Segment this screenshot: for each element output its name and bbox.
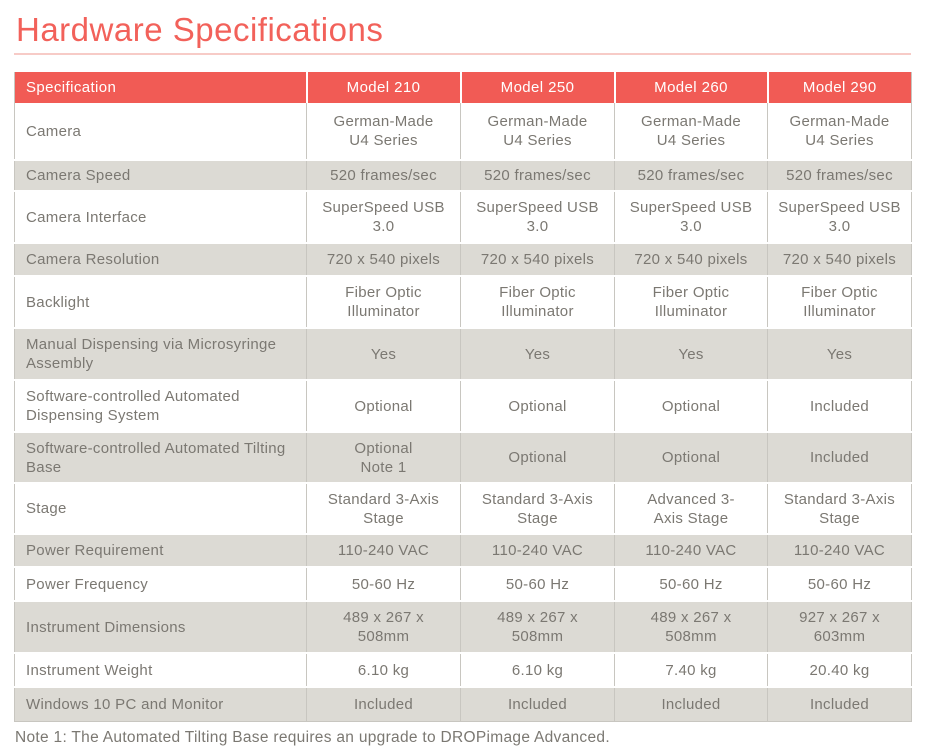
cell-model-210: Yes — [306, 327, 461, 380]
row-label: Camera Resolution — [14, 242, 307, 276]
cell-model-290: SuperSpeed USB 3.0 — [767, 190, 912, 243]
row-label: Camera Speed — [14, 159, 307, 191]
cell-model-260: Advanced 3- Axis Stage — [614, 482, 768, 534]
table-row-camera-interface: Camera Interface SuperSpeed USB 3.0 Supe… — [14, 190, 912, 243]
table-row-windows-pc: Windows 10 PC and Monitor Included Inclu… — [14, 686, 912, 721]
cell-model-290: Yes — [767, 327, 912, 380]
cell-model-260: Optional — [614, 431, 768, 483]
table-row-instrument-dimensions: Instrument Dimensions 489 x 267 x 508mm … — [14, 600, 912, 653]
cell-model-250: Standard 3-Axis Stage — [460, 482, 615, 534]
cell-model-250: Fiber Optic Illuminator — [460, 275, 615, 328]
cell-model-290: German-Made U4 Series — [767, 103, 912, 160]
table-row-stage: Stage Standard 3-Axis Stage Standard 3-A… — [14, 482, 912, 534]
cell-model-260: 110-240 VAC — [614, 533, 768, 567]
table-row-automated-tilting-base: Software-controlled Automated Tilting Ba… — [14, 431, 912, 483]
cell-model-260: SuperSpeed USB 3.0 — [614, 190, 768, 243]
row-label: Power Frequency — [14, 566, 307, 601]
hardware-specifications-table: Specification Model 210 Model 250 Model … — [14, 72, 912, 722]
column-header-model-210: Model 210 — [305, 72, 461, 103]
table-row-power-requirement: Power Requirement 110-240 VAC 110-240 VA… — [14, 533, 912, 567]
cell-model-250: 6.10 kg — [460, 652, 615, 687]
cell-model-250: Included — [460, 686, 615, 721]
cell-model-210: 110-240 VAC — [306, 533, 461, 567]
cell-model-210: 50-60 Hz — [306, 566, 461, 601]
table-row-camera: Camera German-Made U4 Series German-Made… — [14, 103, 912, 160]
cell-model-290: Included — [767, 686, 912, 721]
cell-model-250: 50-60 Hz — [460, 566, 615, 601]
row-label: Software-controlled Automated Dispensing… — [14, 379, 307, 432]
cell-model-260: Included — [614, 686, 768, 721]
footnote: Note 1: The Automated Tilting Base requi… — [15, 728, 610, 746]
cell-model-250: 720 x 540 pixels — [460, 242, 615, 276]
table-row-power-frequency: Power Frequency 50-60 Hz 50-60 Hz 50-60 … — [14, 566, 912, 601]
cell-model-290: Included — [767, 379, 912, 432]
column-header-model-290: Model 290 — [766, 72, 912, 103]
cell-model-210: Included — [306, 686, 461, 721]
table-row-automated-dispensing-system: Software-controlled Automated Dispensing… — [14, 379, 912, 432]
table-row-manual-dispensing: Manual Dispensing via Microsyringe Assem… — [14, 327, 912, 380]
cell-model-290: Fiber Optic Illuminator — [767, 275, 912, 328]
cell-model-260: Yes — [614, 327, 768, 380]
cell-model-210: SuperSpeed USB 3.0 — [306, 190, 461, 243]
cell-model-210: Standard 3-Axis Stage — [306, 482, 461, 534]
cell-model-260: 720 x 540 pixels — [614, 242, 768, 276]
cell-model-260: 520 frames/sec — [614, 159, 768, 191]
row-label: Instrument Dimensions — [14, 600, 307, 653]
row-label: Stage — [14, 482, 307, 534]
row-label: Power Requirement — [14, 533, 307, 567]
cell-model-290: 110-240 VAC — [767, 533, 912, 567]
cell-model-290: Standard 3-Axis Stage — [767, 482, 912, 534]
cell-model-250: Optional — [460, 431, 615, 483]
cell-model-210: 520 frames/sec — [306, 159, 461, 191]
cell-model-210: Optional — [306, 379, 461, 432]
cell-model-260: 489 x 267 x 508mm — [614, 600, 768, 653]
cell-model-290: 927 x 267 x 603mm — [767, 600, 912, 653]
page-title: Hardware Specifications — [16, 11, 384, 48]
cell-model-250: 489 x 267 x 508mm — [460, 600, 615, 653]
cell-model-260: German-Made U4 Series — [614, 103, 768, 160]
column-header-model-260: Model 260 — [613, 72, 768, 103]
table-row-camera-resolution: Camera Resolution 720 x 540 pixels 720 x… — [14, 242, 912, 276]
cell-model-290: 520 frames/sec — [767, 159, 912, 191]
cell-model-290: 720 x 540 pixels — [767, 242, 912, 276]
row-label: Windows 10 PC and Monitor — [14, 686, 307, 721]
table-row-backlight: Backlight Fiber Optic Illuminator Fiber … — [14, 275, 912, 328]
row-label: Instrument Weight — [14, 652, 307, 687]
cell-model-260: Fiber Optic Illuminator — [614, 275, 768, 328]
row-label: Camera — [14, 103, 307, 160]
cell-model-210: 720 x 540 pixels — [306, 242, 461, 276]
cell-model-250: 520 frames/sec — [460, 159, 615, 191]
cell-model-210: Fiber Optic Illuminator — [306, 275, 461, 328]
cell-model-250: German-Made U4 Series — [460, 103, 615, 160]
table-row-camera-speed: Camera Speed 520 frames/sec 520 frames/s… — [14, 159, 912, 191]
title-underline — [14, 53, 911, 55]
row-label: Manual Dispensing via Microsyringe Assem… — [14, 327, 307, 380]
table-header-row: Specification Model 210 Model 250 Model … — [14, 72, 912, 103]
cell-model-210: German-Made U4 Series — [306, 103, 461, 160]
cell-model-250: Optional — [460, 379, 615, 432]
cell-model-290: 50-60 Hz — [767, 566, 912, 601]
cell-model-210: 6.10 kg — [306, 652, 461, 687]
cell-model-260: 50-60 Hz — [614, 566, 768, 601]
column-header-specification: Specification — [14, 72, 307, 103]
cell-model-250: 110-240 VAC — [460, 533, 615, 567]
table-row-instrument-weight: Instrument Weight 6.10 kg 6.10 kg 7.40 k… — [14, 652, 912, 687]
cell-model-210: Optional Note 1 — [306, 431, 461, 483]
cell-model-290: Included — [767, 431, 912, 483]
cell-model-260: Optional — [614, 379, 768, 432]
column-header-model-250: Model 250 — [459, 72, 615, 103]
cell-model-260: 7.40 kg — [614, 652, 768, 687]
row-label: Software-controlled Automated Tilting Ba… — [14, 431, 307, 483]
cell-model-290: 20.40 kg — [767, 652, 912, 687]
cell-model-250: SuperSpeed USB 3.0 — [460, 190, 615, 243]
cell-model-250: Yes — [460, 327, 615, 380]
row-label: Backlight — [14, 275, 307, 328]
row-label: Camera Interface — [14, 190, 307, 243]
cell-model-210: 489 x 267 x 508mm — [306, 600, 461, 653]
